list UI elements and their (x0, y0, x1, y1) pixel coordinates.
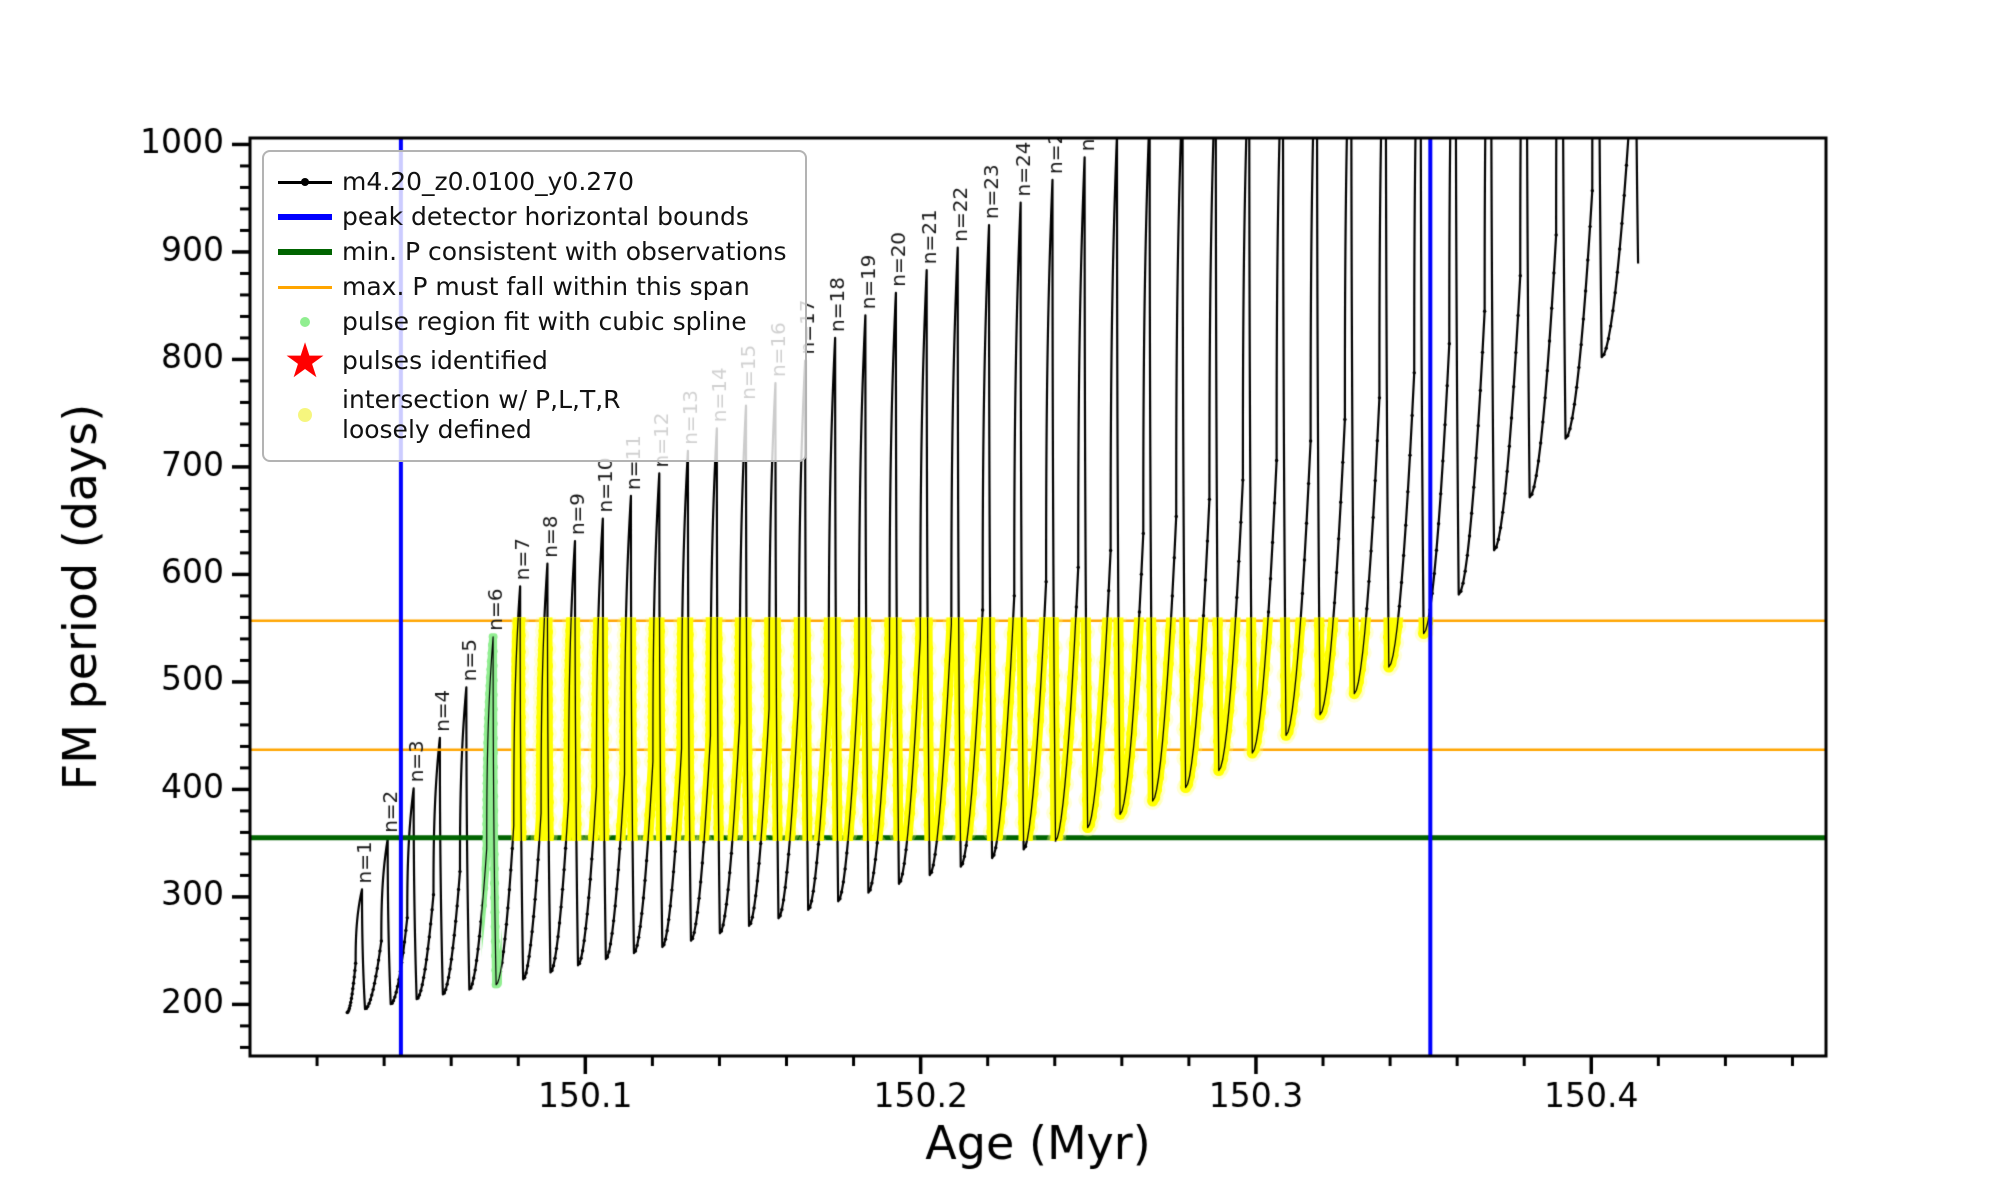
blue-line-icon (274, 214, 336, 220)
legend-label: min. P consistent with observations (342, 237, 787, 266)
orange-line-icon (274, 285, 336, 289)
legend-label-line2: loosely defined (342, 415, 532, 445)
legend-entry-min-p: min. P consistent with observations (274, 237, 787, 267)
red-star-icon: ★ (283, 333, 327, 389)
legend-label: max. P must fall within this span (342, 272, 750, 301)
legend-label: m4.20_z0.0100_y0.270 (342, 167, 634, 196)
legend-entry-series: m4.20_z0.0100_y0.270 (274, 167, 787, 197)
green-line-icon (274, 249, 336, 255)
legend-label: peak detector horizontal bounds (342, 202, 749, 231)
legend-label: intersection w/ P,L,T,R loosely defined (342, 385, 621, 445)
legend-entry-spline-fit: pulse region fit with cubic spline (274, 307, 787, 337)
legend-label: pulses identified (342, 346, 548, 376)
legend-box: m4.20_z0.0100_y0.270 peak detector horiz… (262, 150, 807, 463)
legend-entry-pulses-identified: ★ pulses identified (274, 333, 787, 389)
legend-entry-intersection: intersection w/ P,L,T,R loosely defined (274, 385, 787, 445)
legend-label-line1: intersection w/ P,L,T,R (342, 385, 621, 415)
green-dot-icon (274, 317, 336, 327)
legend-label: pulse region fit with cubic spline (342, 307, 747, 336)
yellow-dot-icon (274, 408, 336, 423)
series-line-dot-icon (274, 180, 336, 184)
legend-entry-peak-bounds: peak detector horizontal bounds (274, 202, 787, 232)
legend-entry-max-p: max. P must fall within this span (274, 272, 787, 302)
